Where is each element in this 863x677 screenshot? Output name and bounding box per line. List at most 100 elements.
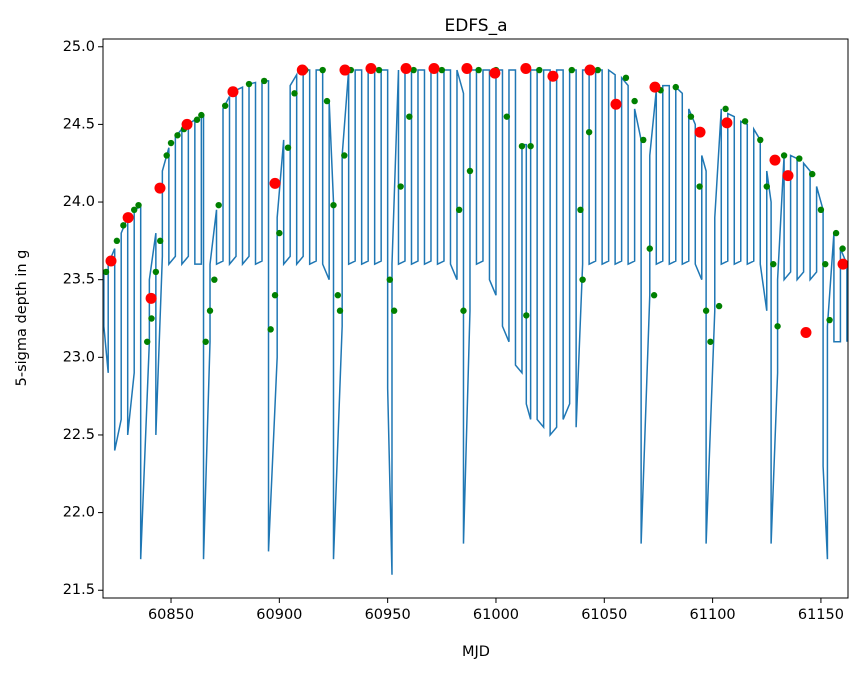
data-point [105, 255, 117, 267]
data-point [103, 268, 110, 276]
data-point [837, 258, 848, 270]
data-point [547, 70, 559, 82]
data-point [715, 302, 723, 310]
data-point [503, 113, 511, 120]
data-point [610, 98, 622, 110]
data-point [518, 142, 526, 150]
data-point [193, 116, 201, 123]
x-tick-label: 61000 [473, 607, 519, 623]
data-point [774, 323, 781, 330]
plot-area [103, 63, 848, 575]
data-point [181, 118, 193, 130]
y-tick-label: 24.0 [63, 194, 95, 210]
data-point [780, 152, 788, 159]
y-tick-label: 22.0 [63, 505, 95, 521]
data-point [296, 64, 308, 76]
data-point [143, 338, 151, 345]
data-point [782, 170, 794, 182]
data-point [341, 152, 348, 159]
y-axis-label: 5-sigma depth in g [14, 250, 30, 387]
data-point [284, 144, 292, 151]
data-point [269, 177, 281, 189]
data-point [438, 66, 446, 74]
data-point [334, 292, 342, 299]
data-point [215, 201, 222, 209]
data-point [455, 206, 463, 214]
data-point [707, 338, 714, 345]
data-point [763, 183, 770, 190]
data-point [702, 307, 710, 314]
data-point [722, 105, 729, 113]
data-point [832, 229, 840, 237]
data-point [386, 276, 394, 283]
data-line [103, 68, 848, 575]
data-point [770, 260, 777, 268]
data-point [584, 64, 596, 76]
data-point [323, 97, 331, 105]
data-point [148, 315, 155, 322]
axes-frame [102, 38, 849, 599]
data-point [536, 66, 543, 74]
y-tick-label: 23.0 [63, 349, 95, 365]
data-point [245, 80, 253, 88]
data-point [152, 268, 160, 276]
data-point [769, 154, 781, 166]
data-point [460, 307, 467, 314]
data-point [826, 316, 833, 324]
data-point [696, 183, 703, 190]
data-point [817, 206, 825, 214]
data-point [757, 136, 764, 144]
data-point [319, 66, 326, 74]
data-point [646, 245, 653, 252]
data-point [640, 136, 647, 144]
data-point [694, 126, 706, 138]
data-point [741, 118, 749, 125]
data-point [579, 276, 586, 283]
data-point [211, 276, 218, 283]
data-point [198, 111, 205, 119]
data-point [163, 152, 170, 159]
data-point [267, 326, 274, 333]
data-point [800, 326, 812, 338]
data-point [585, 128, 593, 136]
x-tick-label: 60900 [256, 607, 302, 623]
data-point [206, 307, 214, 314]
data-point [406, 113, 413, 120]
data-point [622, 74, 630, 82]
data-point [375, 66, 383, 74]
data-point [631, 97, 638, 105]
data-point [568, 66, 575, 74]
y-tick-label: 22.5 [63, 427, 95, 443]
y-tick-label: 25.0 [63, 39, 95, 55]
y-tick-label: 23.5 [63, 272, 95, 288]
data-point [397, 183, 404, 190]
data-point [156, 237, 164, 245]
data-point [520, 63, 532, 75]
data-point [174, 132, 181, 139]
data-point [271, 292, 279, 299]
data-point [122, 212, 134, 224]
data-point [365, 63, 377, 75]
data-point [466, 167, 474, 175]
data-point [796, 155, 803, 162]
data-point [839, 245, 846, 252]
data-point [390, 307, 398, 314]
data-point [527, 142, 534, 150]
data-point [276, 229, 283, 237]
data-point [336, 307, 344, 314]
data-point [721, 117, 733, 129]
y-tick-label: 24.5 [63, 116, 95, 132]
data-point [130, 206, 138, 214]
data-point [672, 83, 679, 91]
data-point [221, 102, 229, 109]
x-tick-label: 60950 [365, 607, 411, 623]
data-point [167, 139, 175, 147]
data-point [291, 90, 298, 97]
data-point [461, 63, 473, 75]
data-point [594, 66, 601, 74]
data-point [339, 64, 351, 76]
data-point [428, 63, 440, 75]
data-point [649, 81, 661, 93]
data-point [410, 66, 417, 74]
